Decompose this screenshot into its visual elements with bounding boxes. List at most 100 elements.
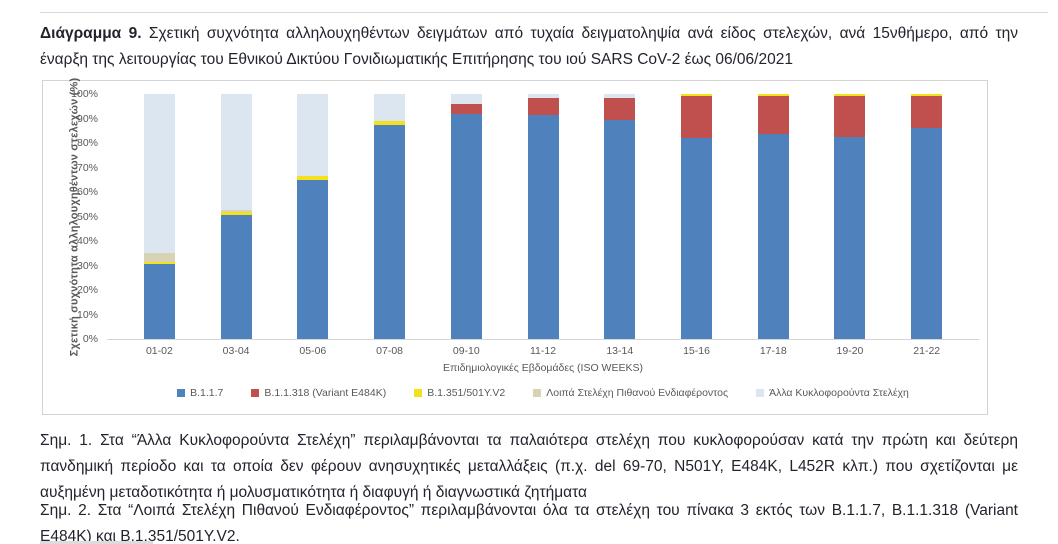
bar-segment (297, 176, 329, 180)
bar-column-07-08 (351, 94, 428, 339)
figure-caption-label: Διάγραμμα 9. (40, 25, 142, 42)
legend-color-swatch (414, 389, 423, 397)
legend-label: Λοιπά Στελέχη Πιθανού Ενδιαφέροντος (546, 387, 729, 399)
bar-column-15-16 (658, 94, 735, 339)
stacked-bar (450, 94, 482, 339)
legend-label: B.1.1.7 (190, 387, 224, 399)
stacked-bar (604, 94, 636, 339)
bar-column-09-10 (428, 94, 505, 339)
bar-segment (834, 94, 866, 97)
legend-item: B.1.1.7 (177, 387, 223, 399)
figure-caption-text: Σχετική συχνότητα αλληλουχηθέντων δειγμά… (40, 25, 1018, 68)
stacked-bar (834, 94, 866, 339)
bar-segment (297, 179, 329, 339)
legend-item: B.1.1.318 (Variant E484K) (251, 387, 386, 399)
x-tick-label: 09-10 (452, 345, 480, 357)
bar-segment (374, 120, 406, 125)
note-2: Σημ. 2. Στα “Λοιπά Στελέχη Πιθανού Ενδια… (40, 502, 1018, 544)
bar-segment (604, 97, 636, 120)
bar-segment (220, 94, 252, 211)
bar-column-19-20 (812, 94, 889, 339)
bar-segment (527, 97, 559, 115)
x-tick-label: 17-18 (759, 345, 787, 357)
plot-area: 0% 10% 20% 30% 40% 50% 60% 70% 80% 90% 100% (71, 88, 979, 345)
bar-segment (911, 128, 943, 339)
bar-segment (911, 96, 943, 129)
stacked-bar (374, 94, 406, 339)
x-tick-label: 01-02 (145, 345, 173, 357)
bar-segment (220, 211, 252, 216)
bar-segment (220, 210, 252, 212)
figure-caption: Διάγραμμα 9. Σχετική συχνότητα αλληλουχη… (40, 21, 1018, 73)
bar-column-17-18 (735, 94, 812, 339)
chart-legend: B.1.1.7 B.1.1.318 (Variant E484K) B.1.351/… (107, 387, 979, 399)
y-tick-label: 10% (76, 308, 98, 321)
bar-segment (143, 94, 175, 254)
y-tick-label: 100% (71, 88, 98, 100)
y-tick-label: 80% (76, 137, 98, 149)
bar-column-01-02 (121, 94, 198, 339)
bar-column-13-14 (581, 94, 658, 339)
bar-segment (450, 113, 482, 339)
bar-segment (374, 94, 406, 121)
bar-segment (143, 253, 175, 262)
bar-column-03-04 (198, 94, 275, 339)
legend-label: B.1.1.318 (Variant E484K) (264, 387, 387, 399)
bar-segment (450, 103, 482, 114)
chart-container: Σχετική συχνότητα αλληλουχηθέντων στελεχ… (42, 78, 988, 415)
bar-segment (911, 94, 943, 97)
y-tick-label: 90% (76, 112, 98, 125)
legend-color-swatch (251, 389, 260, 397)
x-tick-label: 15-16 (683, 345, 710, 357)
bar-segment (604, 119, 636, 339)
x-tick-label: 05-06 (299, 345, 327, 357)
stacked-bar (681, 94, 712, 339)
bar-segment (757, 134, 789, 339)
bottom-divider (40, 541, 153, 544)
y-tick-label: 30% (76, 259, 98, 272)
bar-segment (220, 215, 252, 339)
stacked-bar (220, 94, 252, 339)
y-tick-label: 40% (76, 235, 98, 247)
legend-label: B.1.351/501Y.V2 (427, 387, 506, 399)
bar-segment (604, 94, 636, 98)
stacked-bar (757, 94, 789, 339)
bar-segment (527, 114, 559, 339)
y-tick-label: 50% (76, 210, 98, 223)
bar-segment (297, 94, 329, 177)
legend-color-swatch (756, 389, 765, 397)
bar-segment (143, 261, 175, 265)
bar-column-21-22 (888, 94, 965, 339)
x-axis-tick-labels: 01-02 03-04 05-06 07-08 09-10 11-12 13-14 15-16… (107, 345, 979, 357)
plot-wrapper: 0% 10% 20% 30% 40% 50% 60% 70% 80% 90% 100% 01-02 0… (71, 88, 979, 399)
bar-segment (834, 96, 866, 137)
bar-segment (681, 96, 712, 139)
bar-segment (450, 94, 482, 104)
legend-label: Άλλα Κυκλοφορούντα Στελέχη (769, 387, 909, 399)
legend-item: Λοιπά Στελέχη Πιθανού Ενδιαφέροντος (533, 387, 728, 399)
legend-item: B.1.351/501Y.V2 (414, 387, 505, 399)
bar-segment (834, 136, 866, 339)
x-axis-title: Επιδημιολογικές Εβδομάδες (ISO WEEKS) (443, 362, 643, 374)
x-tick-label: 07-08 (376, 345, 403, 357)
bar-segment (757, 96, 789, 135)
bar-column-11-12 (505, 94, 582, 339)
x-tick-label: 03-04 (222, 345, 250, 357)
x-tick-label: 21-22 (913, 345, 941, 357)
bar-segment (374, 124, 406, 339)
y-tick-label: 0% (82, 333, 98, 345)
y-tick-label: 70% (76, 161, 98, 174)
y-tick-label: 20% (76, 284, 98, 296)
bar-segment (527, 94, 559, 98)
bar-segment (681, 138, 712, 339)
x-tick-label: 13-14 (606, 345, 634, 357)
stacked-bar (911, 94, 943, 339)
stacked-bar (527, 94, 559, 339)
stacked-bar (297, 94, 329, 339)
bar-segment (757, 94, 789, 97)
stacked-bar (143, 94, 175, 339)
bar-segment (681, 94, 712, 97)
note-1: Σημ. 1. Στα “Άλλα Κυκλοφορούντα Στελέχη”… (40, 432, 1018, 501)
legend-color-swatch (177, 389, 186, 397)
